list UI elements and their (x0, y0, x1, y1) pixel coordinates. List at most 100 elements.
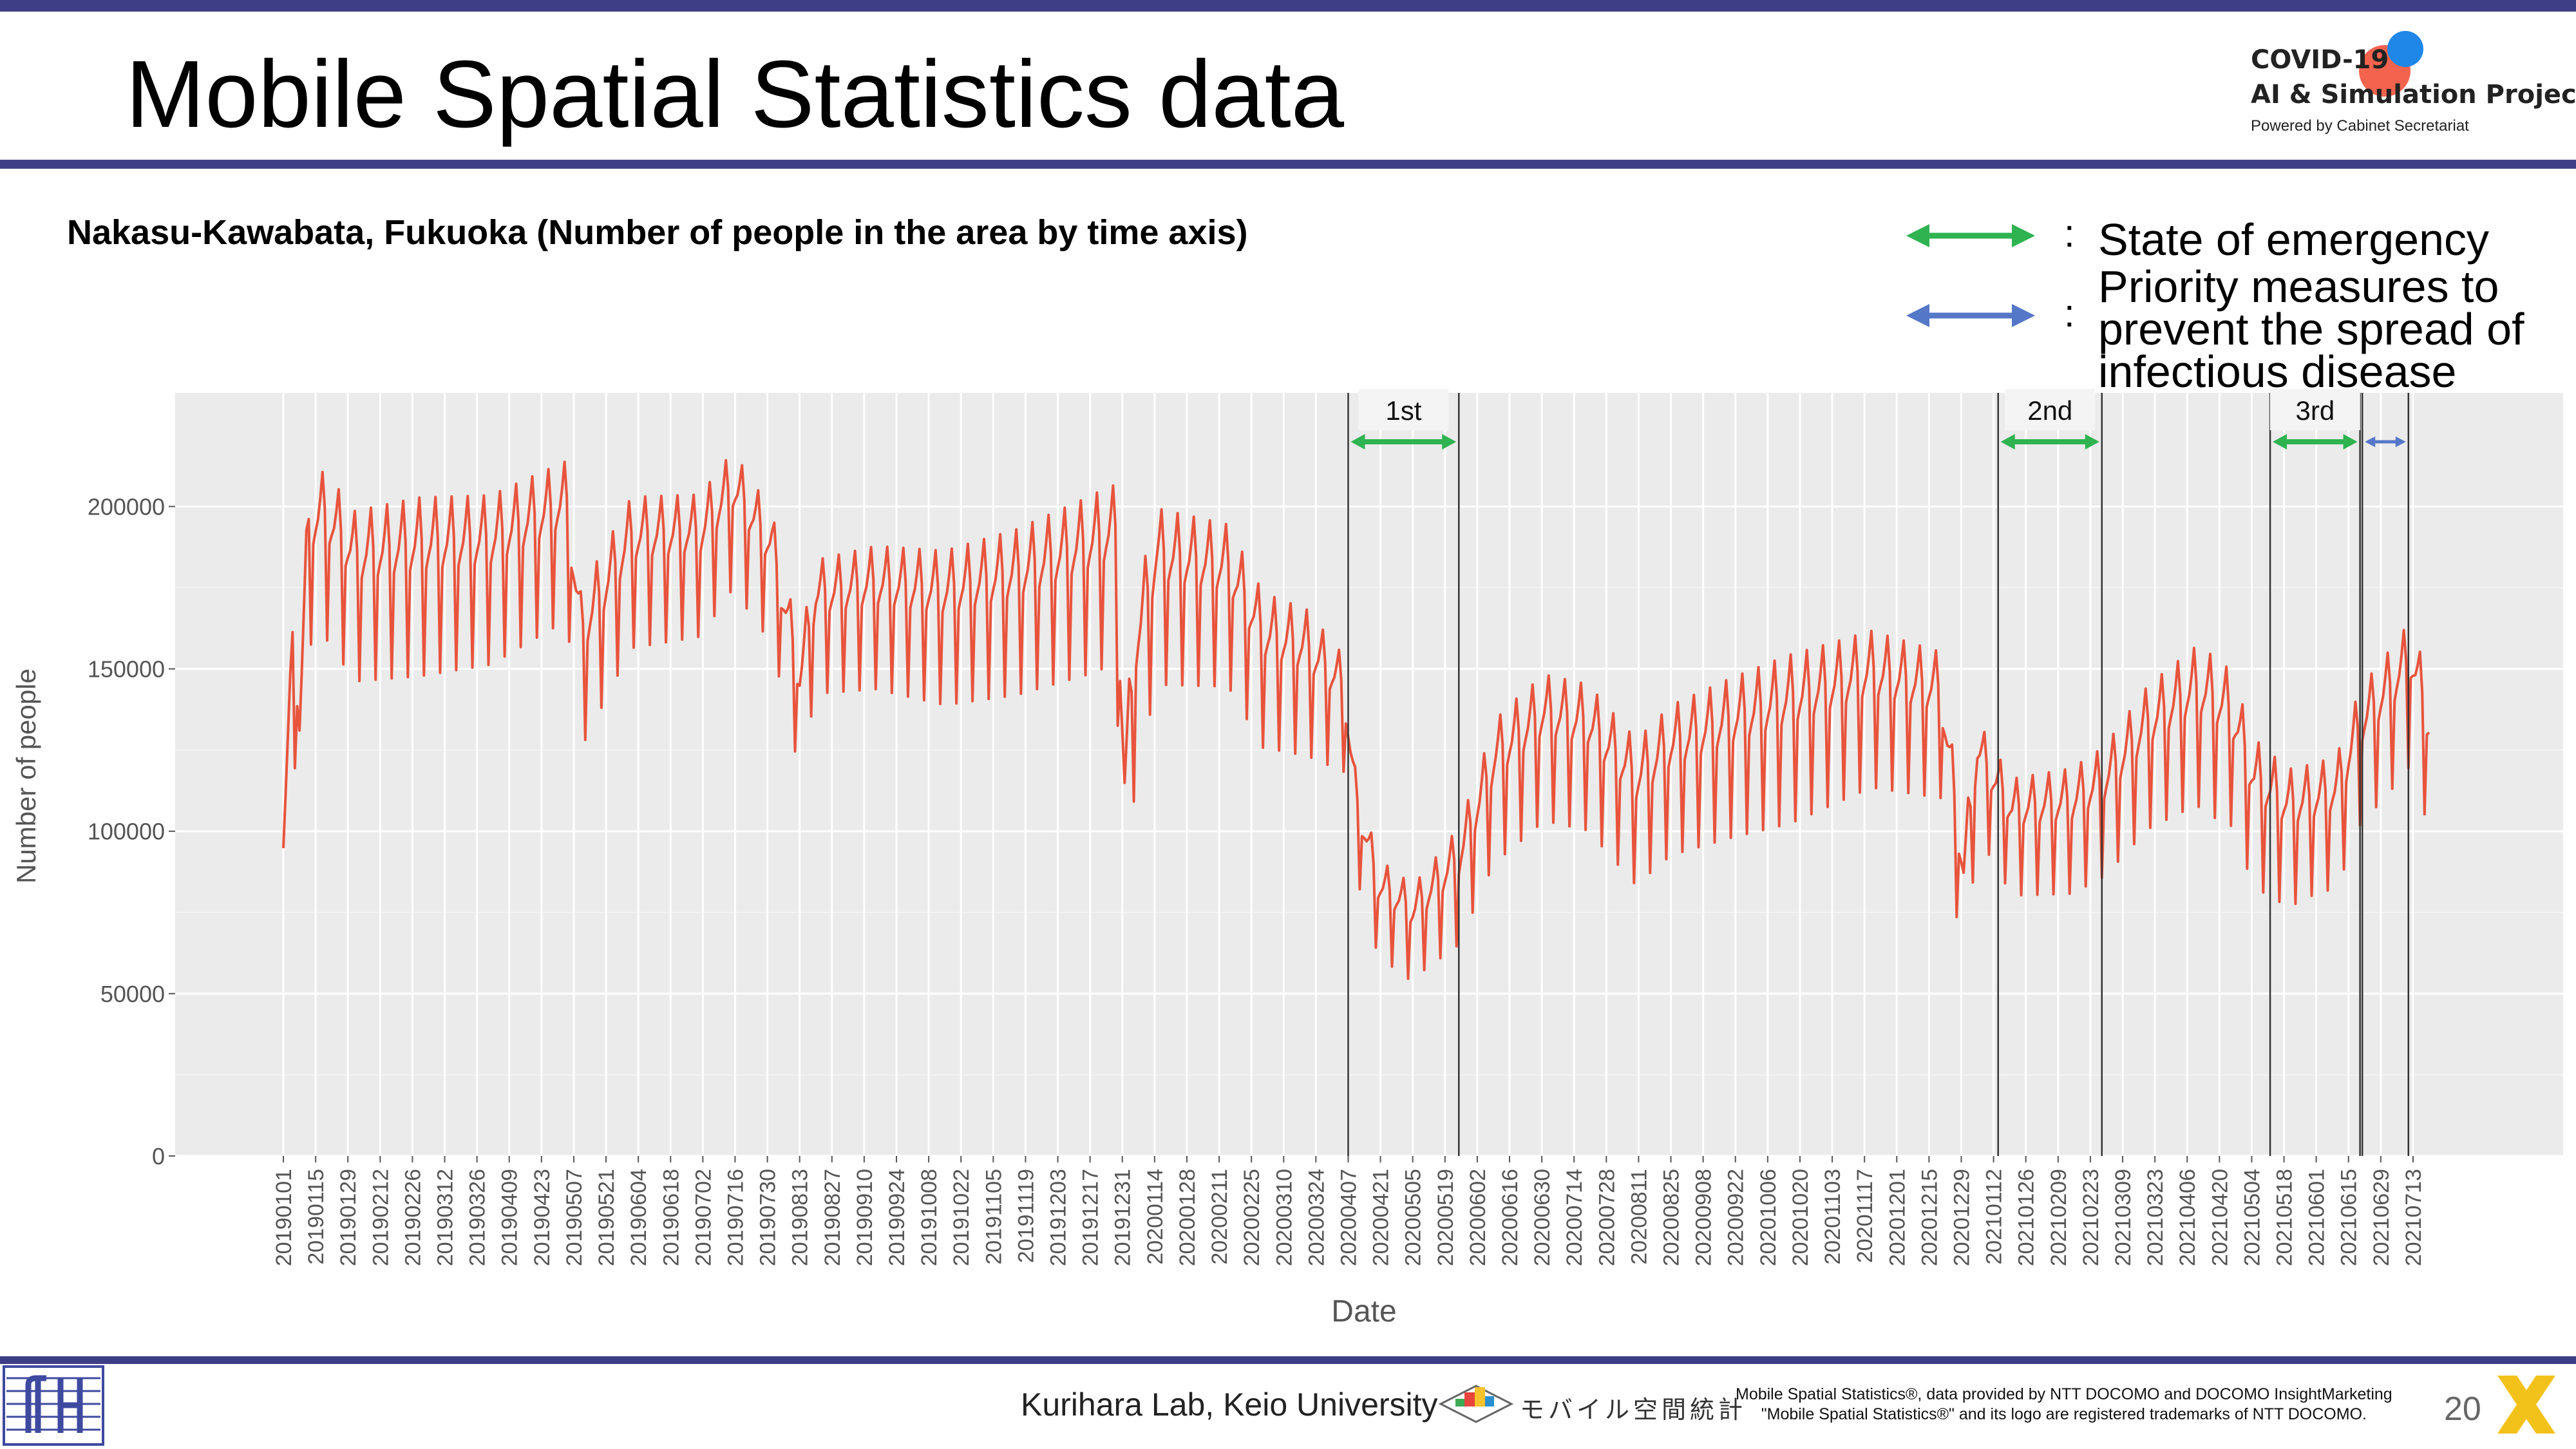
data-source-note-line-2: "Mobile Spatial Statistics®" and its log… (1761, 1405, 2367, 1423)
x-tick-label: 20190521 (594, 1169, 619, 1266)
x-tick-label: 20200825 (1660, 1169, 1684, 1266)
x-tick-label: 20190716 (723, 1169, 748, 1266)
x-tick-label: 20210223 (2079, 1169, 2103, 1266)
y-tick-label: 200000 (88, 493, 165, 520)
x-tick-label: 20200602 (1466, 1169, 1490, 1266)
line-chart: 1st 2nd 3rd 0 50000 100000 150000 200000 201901… (11, 389, 2563, 1329)
cross-brand-icon (2497, 1376, 2555, 1434)
period-label: 1st (1385, 395, 1421, 426)
x-tick-label: 20191231 (1111, 1169, 1135, 1266)
period-arrow-head-left (2273, 434, 2287, 450)
x-tick-label: 20201103 (1821, 1169, 1845, 1265)
x-tick-label: 20210209 (2047, 1169, 2071, 1266)
period-label-box (2269, 389, 2360, 430)
x-tick-label: 20200616 (1498, 1169, 1522, 1266)
mobile-statistics-logo-icon (1438, 1385, 1514, 1423)
x-tick-label: 20190924 (885, 1169, 909, 1266)
x-tick-label: 20210323 (2143, 1169, 2168, 1266)
x-tick-label: 20210112 (1982, 1169, 2007, 1265)
legend-colon-2: : (2064, 292, 2075, 335)
lab-credit: Kurihara Lab, Keio University (1021, 1387, 1438, 1423)
legend-priority-label: Priority measures to prevent the spread … (2098, 261, 2524, 397)
x-tick-label: 20200519 (1434, 1169, 1458, 1266)
x-tick-label: 20210713 (2401, 1169, 2426, 1266)
period-label-box (1358, 389, 1449, 430)
x-tick-label: 20210615 (2337, 1169, 2362, 1266)
legend-priority-line-3: infectious disease (2098, 346, 2457, 397)
period-arrow-head-right (2343, 434, 2358, 450)
x-tick-label: 20200505 (1401, 1169, 1426, 1266)
x-tick-label: 20190101 (272, 1169, 296, 1266)
x-tick-label: 20200908 (1692, 1169, 1716, 1266)
period-label: 3rd (2295, 395, 2334, 426)
x-tick-label: 20190312 (433, 1169, 458, 1266)
x-tick-label: 20210601 (2305, 1169, 2329, 1266)
x-tick-label: 20190813 (788, 1169, 813, 1266)
x-tick-label: 20200211 (1208, 1169, 1232, 1265)
x-tick-label: 20191022 (949, 1169, 974, 1266)
x-tick-label: 20191217 (1079, 1169, 1103, 1266)
period-label-box (2005, 389, 2096, 430)
legend-colon-1: : (2064, 212, 2075, 255)
period-arrow-head-right (1442, 434, 1457, 450)
period-arrow-head-right (2085, 434, 2099, 450)
x-tick-label: 20201006 (1756, 1169, 1781, 1266)
x-tick-label: 20190702 (691, 1169, 715, 1266)
page-number: 20 (2444, 1390, 2481, 1428)
x-tick-label: 20191203 (1046, 1169, 1071, 1266)
x-tick-label: 20190409 (498, 1169, 522, 1266)
period-arrow-head-left (2365, 436, 2376, 448)
y-axis-label: Number of people (11, 668, 41, 884)
logo-line-1: COVID-19 (2251, 45, 2389, 75)
y-tick-label: 0 (152, 1143, 165, 1170)
x-tick-label: 20190212 (368, 1169, 393, 1266)
x-tick-label: 20210504 (2240, 1169, 2264, 1266)
footer-divider (0, 1356, 2576, 1364)
y-tick-label: 100000 (88, 819, 165, 845)
project-logo: COVID-19 AI & Simulation Project Powered… (2251, 31, 2576, 148)
x-tick-label: 20190910 (853, 1169, 877, 1266)
x-tick-label: 20210309 (2111, 1169, 2136, 1266)
x-tick-label: 20210518 (2273, 1169, 2297, 1266)
x-tick-label: 20191008 (917, 1169, 942, 1266)
x-tick-label: 20200922 (1724, 1169, 1748, 1266)
data-source-note-line-1: Mobile Spatial Statistics®, data provide… (1736, 1385, 2392, 1403)
x-tick-label: 20200324 (1304, 1169, 1329, 1266)
x-tick-label: 20201229 (1949, 1169, 1974, 1266)
legend-priority-line-2: prevent the spread of (2098, 304, 2524, 354)
y-tick-label: 50000 (100, 981, 165, 1007)
x-tick-label: 20200128 (1175, 1169, 1200, 1266)
period-arrow-head-right (2395, 436, 2406, 448)
period-arrow-head-left (1350, 434, 1365, 450)
legend-arrows (1906, 224, 2035, 327)
x-tick-label: 20210126 (2014, 1169, 2039, 1266)
top-accent-bar (0, 0, 2576, 12)
chart-subtitle: Nakasu-Kawabata, Fukuoka (Number of peop… (67, 213, 1248, 252)
x-tick-label: 20201201 (1885, 1169, 1909, 1266)
legend-emergency-label: State of emergency (2098, 214, 2489, 265)
legend-priority-line-1: Priority measures to (2098, 261, 2499, 312)
x-tick-label: 20210420 (2208, 1169, 2232, 1266)
x-axis-label: Date (1331, 1294, 1396, 1329)
x-tick-label: 20190604 (627, 1169, 651, 1266)
period-arrow-head-left (2000, 434, 2015, 450)
x-tick-label: 20200714 (1562, 1169, 1587, 1266)
x-tick-label: 20200225 (1240, 1169, 1264, 1266)
x-tick-label: 20200728 (1595, 1169, 1619, 1266)
x-tick-label: 20190326 (466, 1169, 490, 1266)
x-tick-label: 20190730 (756, 1169, 781, 1266)
x-tick-label: 20210629 (2369, 1169, 2394, 1266)
x-tick-label: 20200630 (1530, 1169, 1555, 1266)
period-label: 2nd (2027, 395, 2072, 426)
x-tick-label: 20200811 (1627, 1169, 1651, 1265)
x-tick-label: 20190226 (401, 1169, 425, 1266)
x-tick-label: 20190115 (304, 1169, 328, 1265)
x-tick-label: 20191105 (981, 1169, 1006, 1265)
x-tick-label: 20200310 (1272, 1169, 1296, 1266)
x-tick-label: 20200407 (1336, 1169, 1361, 1266)
mobile-statistics-logo-text: モバイル空間統計 (1520, 1397, 1747, 1424)
x-tick-label: 20190507 (562, 1169, 587, 1266)
logo-line-2: AI & Simulation Project (2251, 80, 2576, 109)
data-source-note: Mobile Spatial Statistics®, data provide… (1736, 1385, 2392, 1425)
x-tick-label: 20190618 (659, 1169, 683, 1266)
